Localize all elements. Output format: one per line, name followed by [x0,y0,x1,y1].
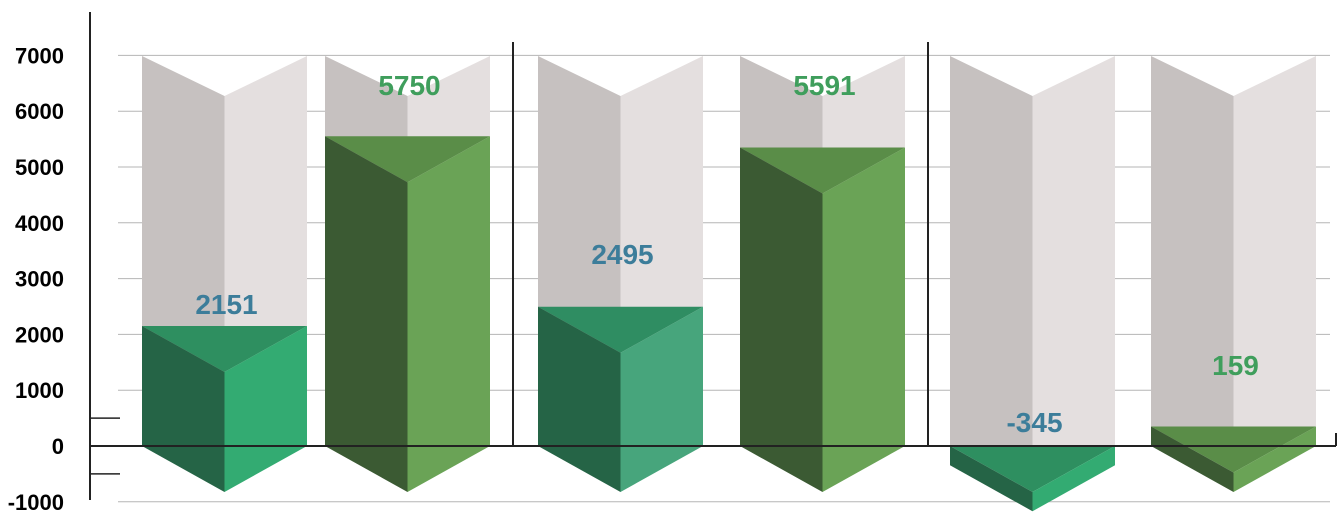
background-columns [142,56,1316,446]
bar [538,306,703,492]
y-tick-label: 2000 [15,322,64,347]
bar [740,147,905,492]
y-tick-label: 4000 [15,211,64,236]
bar [142,325,307,492]
data-labels: 2151 5750 2495 5591 -345 159 [195,70,1259,438]
y-tick-label: 5000 [15,155,64,180]
bar [325,136,490,492]
grid-lines [118,54,1330,503]
y-tick-label: 3000 [15,267,64,292]
data-label: 159 [1212,350,1259,381]
bars [142,136,1316,512]
axes [89,12,1337,500]
y-tick-label: -1000 [8,490,64,515]
bar [1151,426,1316,492]
ghost-column [950,56,1115,446]
y-tick-label: 7000 [15,43,64,68]
data-label: 2151 [195,289,257,320]
data-label: 5750 [378,70,440,101]
data-label: 5591 [793,70,855,101]
bar [950,446,1115,512]
data-label: 2495 [591,239,653,270]
data-label: -345 [1006,407,1062,438]
y-tick-label: 1000 [15,378,64,403]
y-tick-label: 6000 [15,99,64,124]
ghost-column [1151,56,1316,446]
y-tick-labels: -1000 0 1000 2000 3000 4000 5000 6000 7000 [8,43,64,514]
y-tick-label: 0 [52,434,64,459]
